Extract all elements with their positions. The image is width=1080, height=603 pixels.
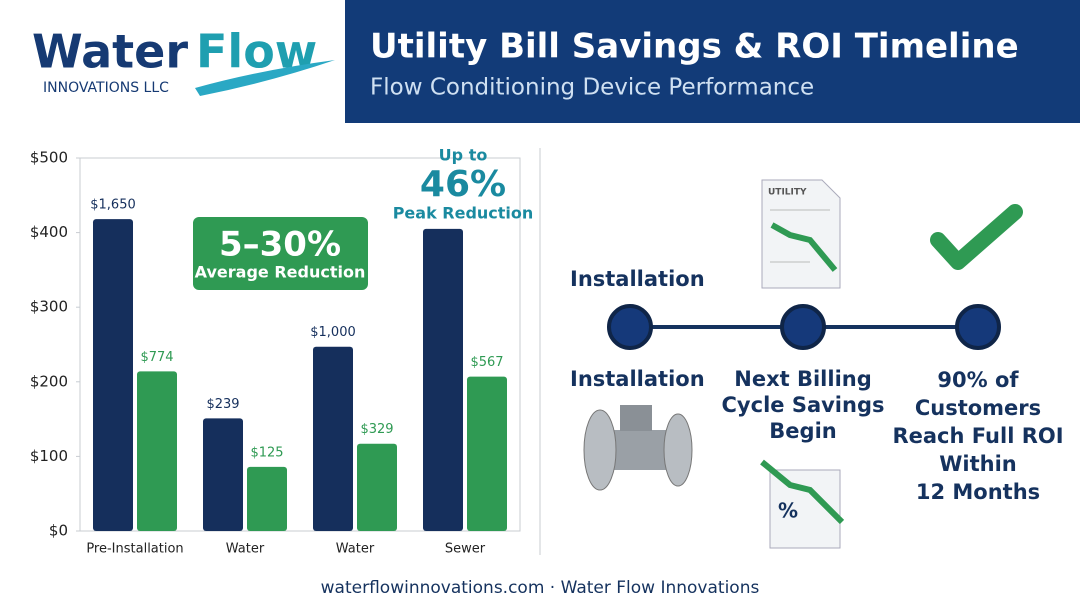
logo-sub: INNOVATIONS LLC [43,80,169,96]
bar [93,219,133,531]
bill-icon: UTILITY [761,179,841,289]
icon-text: % [778,499,798,523]
x-tick-label: Sewer [445,542,486,557]
peak-text: Peak Reduction [393,204,534,223]
chart: $0 $100 $200 $300 $400 $500 Pre-Installation $1… [30,149,507,557]
subtitle: Flow Conditioning Device Performance [370,75,814,101]
plot-frame [79,157,521,532]
timeline-step: Within [939,452,1017,476]
timeline-step: 90% of [937,368,1019,392]
bar [313,346,353,531]
y-tick-label: $400 [30,223,68,241]
timeline-node [607,304,653,350]
x-tick-label: Water [226,542,265,557]
bar [203,418,243,531]
y-tick-label: $300 [30,298,68,316]
footer: waterflowinnovations.com · Water Flow In… [321,578,760,598]
bar-annotation: $239 [206,397,239,412]
x-tick-label: Water [336,542,375,557]
bar-annotation: $567 [470,355,503,370]
timeline-step: Reach Full ROI [892,424,1063,448]
y-tick-label: $500 [30,149,68,167]
badge [193,217,368,290]
badge-text: Average Reduction [195,263,366,282]
logo-wave [195,60,335,96]
timeline-step: Next Billing [734,367,872,391]
timeline-node [955,304,1001,350]
bar [423,228,463,531]
bar [357,443,397,531]
icon-text: UTILITY [768,188,807,198]
x-tick-label: Pre-Installation [86,542,183,557]
bar-annotation: $774 [140,350,173,365]
timeline-node [780,304,826,350]
peak-top: Up to [439,146,488,165]
check-icon [930,204,1023,270]
device-icon [583,405,693,491]
bar-annotation: $1,650 [90,198,136,213]
logo-word: Water [32,25,188,79]
y-tick-label: $200 [30,372,68,390]
timeline-step: Customers [915,396,1041,420]
bar [467,376,507,531]
bar [247,466,287,531]
timeline-step: Begin [769,419,836,443]
peak-value: 46% [420,164,506,205]
bar-annotation: $1,000 [310,325,356,340]
title: Utility Bill Savings & ROI Timeline [370,27,1019,67]
badge-value: 5–30% [219,225,341,265]
bar-annotation: $125 [250,445,283,460]
bar-annotation: $329 [360,422,393,437]
y-tick-label: $0 [49,522,68,540]
header-band [345,0,1080,123]
y-tick-label: $100 [30,447,68,465]
receipt-icon: % [760,459,845,549]
bar [137,371,177,531]
timeline-step: Cycle Savings [722,393,885,417]
timeline-step: 12 Months [916,480,1040,504]
timeline-top-label: Installation [570,267,705,291]
timeline-step: Installation [570,367,705,391]
